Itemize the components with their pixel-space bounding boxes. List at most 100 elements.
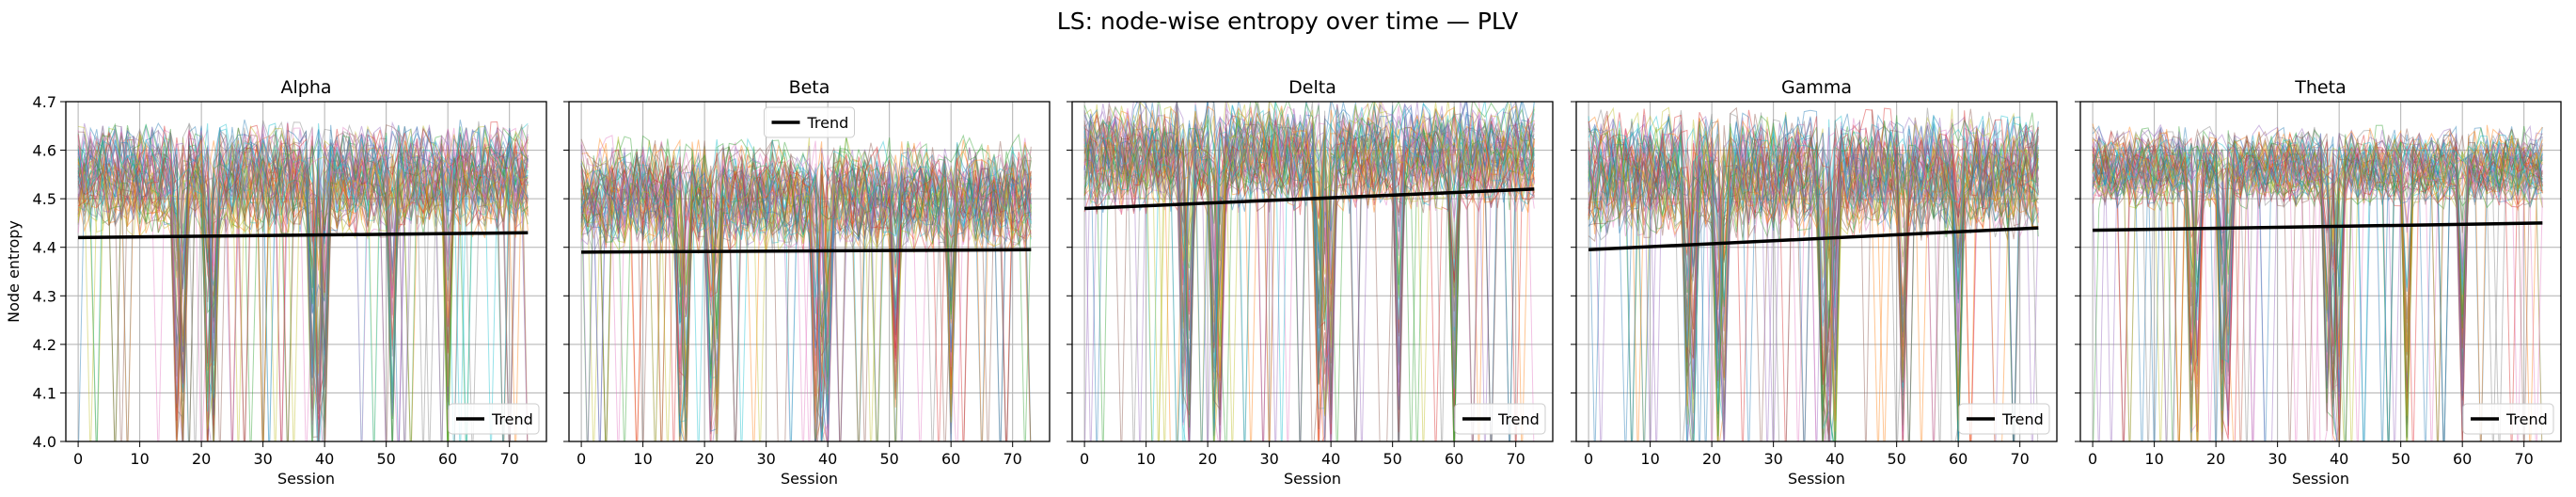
node-series-line <box>2092 150 2543 441</box>
node-series-line <box>1083 102 1535 441</box>
node-series-line <box>2092 142 2543 424</box>
node-series-line <box>2092 132 2543 441</box>
node-series-line <box>580 174 1032 441</box>
node-series-line <box>1588 140 2039 360</box>
node-series-line <box>2092 152 2543 435</box>
node-series-line <box>1083 102 1535 434</box>
node-series-line <box>1083 126 1535 435</box>
x-tick-label: 60 <box>941 450 960 468</box>
x-tick-label: 40 <box>1825 450 1844 468</box>
node-series-line <box>1588 146 2039 441</box>
node-series-line <box>2092 146 2543 441</box>
x-tick-label: 0 <box>1080 450 1089 468</box>
node-series-line <box>2092 135 2543 441</box>
node-series-line <box>1588 154 2039 441</box>
node-series-line <box>1588 109 2039 441</box>
node-series-line <box>77 146 529 441</box>
legend-trend-label: Trend <box>2505 410 2548 428</box>
trend-line <box>2093 221 2543 232</box>
x-tick-label: 50 <box>879 450 898 468</box>
panel-title: Alpha <box>280 77 331 98</box>
node-series-line <box>1083 105 1535 320</box>
node-series-line <box>77 127 529 384</box>
node-series-line <box>581 149 1032 441</box>
node-series-line <box>1083 120 1535 441</box>
node-series-line <box>1588 140 2039 441</box>
panels: Alpha 0 10 20 30 40 50 60 70 4.0 4.1 4.2 4.3 4.4 4.5 4.… <box>5 77 2562 488</box>
node-series-line <box>580 168 1032 320</box>
x-tick-label: 0 <box>2088 450 2097 468</box>
node-series-line <box>1083 102 1535 441</box>
node-series-line <box>2093 149 2543 441</box>
x-tick-label: 0 <box>73 450 83 468</box>
node-series-line <box>1588 138 2039 441</box>
x-tick-label: 20 <box>192 450 211 468</box>
x-tick-label: 10 <box>2144 450 2163 468</box>
node-series-line <box>1083 120 1535 441</box>
node-series-line <box>1083 102 1535 441</box>
node-series-line <box>1083 102 1535 441</box>
axes-frame <box>2079 101 2562 442</box>
node-series <box>580 133 1032 441</box>
node-series-line <box>2092 147 2543 441</box>
node-series-line <box>580 174 1032 441</box>
node-series-line <box>580 138 1032 441</box>
node-series-line <box>2092 142 2543 426</box>
node-series-line <box>77 152 529 441</box>
node-series-line <box>1084 112 1535 441</box>
node-series-line <box>77 140 529 441</box>
node-series-line <box>2092 132 2543 441</box>
panel-gamma: Gamma 0 10 20 30 40 50 60 70 Session Trend <box>1571 77 2058 488</box>
y-tick-label: 4.2 <box>33 336 56 354</box>
node-series-line <box>1084 103 1535 441</box>
node-series-line <box>1083 107 1535 441</box>
node-series-line <box>580 138 1032 441</box>
node-series-line <box>1083 125 1535 441</box>
node-series-line <box>77 152 529 441</box>
node-series-line <box>77 161 529 441</box>
node-series-line <box>77 145 529 441</box>
x-tick-label: 50 <box>2391 450 2410 468</box>
node-series-line <box>2092 150 2543 441</box>
node-series-line <box>1588 136 2039 441</box>
legend: Trend <box>2462 403 2554 435</box>
node-series-line <box>2092 138 2543 441</box>
node-series-line <box>1083 124 1535 441</box>
node-series-line <box>77 135 529 441</box>
panel-title: Delta <box>1288 77 1336 98</box>
node-series-line <box>1083 121 1535 441</box>
node-series-line <box>580 148 1032 356</box>
node-series-line <box>2092 139 2543 441</box>
node-series-line <box>2092 123 2543 277</box>
legend-trend-label: Trend <box>807 114 849 132</box>
node-series-line <box>581 176 1032 388</box>
node-series-line <box>1083 121 1535 419</box>
axes-frame <box>65 101 547 442</box>
node-series-line <box>1588 125 2039 441</box>
node-series-line <box>1588 150 2039 389</box>
node-series-line <box>1588 112 2039 441</box>
x-tick-label: 40 <box>818 450 837 468</box>
node-series-line <box>1083 114 1535 409</box>
node-series-line <box>1083 108 1535 390</box>
node-series-line <box>1588 116 2039 441</box>
x-tick-label: 60 <box>2453 450 2472 468</box>
node-series-line <box>580 168 1032 437</box>
node-series-line <box>1083 119 1535 441</box>
node-series-line <box>1588 137 2039 441</box>
node-series-line <box>77 131 529 441</box>
node-series-line <box>580 136 1032 399</box>
node-series-line <box>1588 124 2039 412</box>
node-series-line <box>77 129 529 441</box>
node-series-line <box>2092 150 2543 441</box>
node-series-line <box>2092 141 2543 441</box>
node-series-line <box>1083 102 1535 441</box>
x-tick-label: 60 <box>438 450 457 468</box>
y-tick-label: 4.3 <box>33 287 56 305</box>
node-series-line <box>1083 113 1535 441</box>
node-series-line <box>77 149 529 441</box>
node-series-line <box>580 163 1032 441</box>
node-series-line <box>2092 141 2543 441</box>
y-tick-label: 4.4 <box>33 239 56 257</box>
x-tick-label: 70 <box>500 450 519 468</box>
